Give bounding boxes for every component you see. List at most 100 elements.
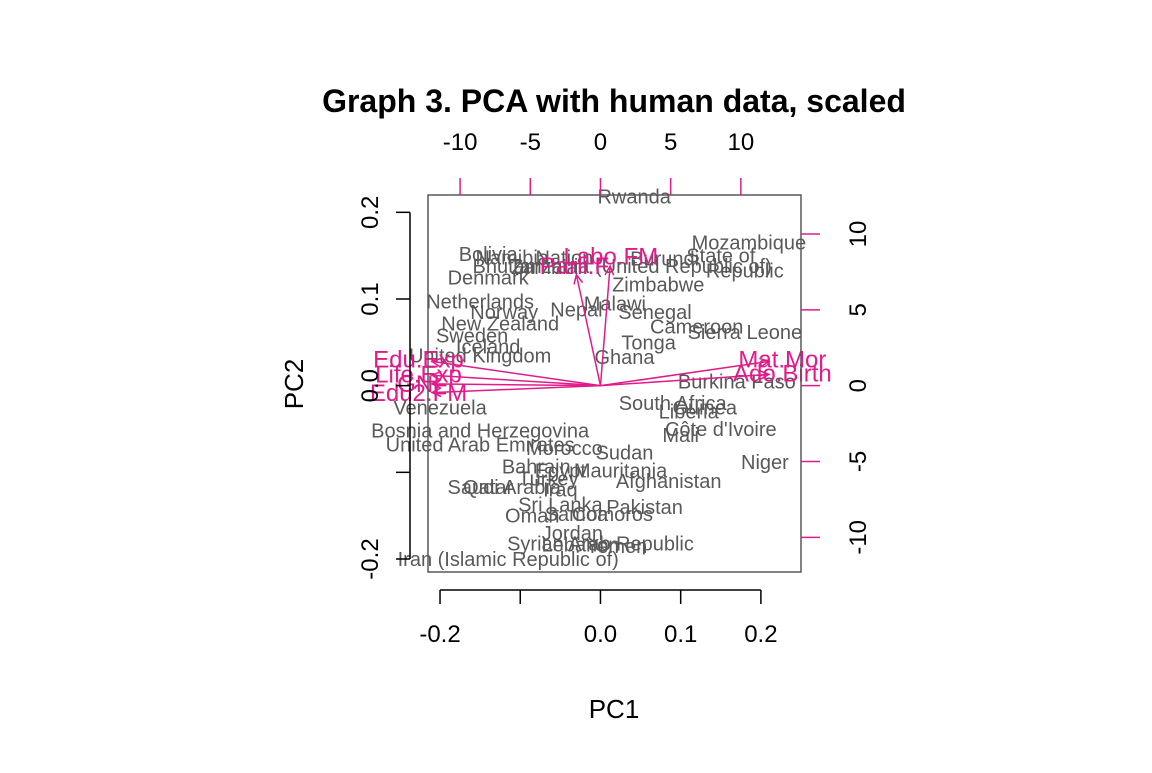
x-tick-label: -0.2 bbox=[419, 621, 460, 648]
observation-label: Netherlands bbox=[426, 292, 534, 314]
observation-label: Sierra Leone bbox=[688, 322, 803, 344]
variable-arrowhead bbox=[430, 370, 442, 381]
x-tick-label: 0.2 bbox=[744, 621, 777, 648]
observation-label: Pakistan bbox=[606, 497, 683, 519]
y-tick-label: 0.0 bbox=[357, 369, 384, 402]
observation-label: Tonga bbox=[621, 332, 676, 354]
observation-label: Oman bbox=[505, 506, 559, 528]
variable-arrow bbox=[599, 266, 611, 386]
variable-label: Labo.FM bbox=[563, 243, 658, 270]
x-tick-label: 0.1 bbox=[664, 621, 697, 648]
observation-label: New Zealand bbox=[441, 313, 559, 335]
x-tick-label: 0.0 bbox=[584, 621, 617, 648]
observation-label: Afghanistan bbox=[616, 471, 722, 493]
observation-label: Sudan bbox=[596, 442, 654, 464]
variable-arrow bbox=[575, 274, 602, 386]
observation-label: Cameroon bbox=[650, 317, 743, 339]
secondary-y-tick-label: -5 bbox=[845, 451, 872, 472]
observation-label: United Kingdom bbox=[409, 345, 551, 367]
variable-arrowhead bbox=[430, 357, 442, 368]
observation-label: Bosnia and Herzegovina bbox=[371, 421, 590, 443]
secondary-y-tick-label: -10 bbox=[845, 520, 872, 555]
observation-label: State of bbox=[686, 246, 755, 268]
observation-label: Côte d'Ivoire bbox=[665, 419, 777, 441]
observation-label: Syrian Arab Republic bbox=[507, 533, 694, 555]
observation-label: Bahrain bbox=[502, 456, 571, 478]
y-tick-label: 0.2 bbox=[357, 196, 384, 229]
observation-label: Mozambique bbox=[692, 233, 807, 255]
observation-label: Sri Lanka bbox=[518, 494, 603, 516]
y-tick-label: 0.1 bbox=[357, 282, 384, 315]
observation-label: Nepal bbox=[550, 299, 602, 321]
variable-arrowhead bbox=[759, 357, 771, 368]
variable-arrow bbox=[600, 373, 769, 387]
observation-label: Iraq bbox=[543, 480, 577, 502]
x-axis-label: PC1 bbox=[589, 694, 640, 724]
observation-label: Denmark bbox=[448, 267, 530, 289]
variable-arrowhead bbox=[604, 264, 615, 276]
observation-label: Norway bbox=[470, 302, 538, 324]
observation-label: Nation bbox=[535, 247, 593, 269]
observation-label: Samoa bbox=[545, 504, 609, 526]
variable-arrows: Labo.FMParli.FEdu.ExpLife.ExpGNIEdu2.FMM… bbox=[370, 243, 832, 407]
observation-label: Mali bbox=[662, 425, 699, 447]
secondary-y-tick-label: 10 bbox=[845, 221, 872, 248]
observation-label: Senegal bbox=[618, 302, 691, 324]
plot-frame bbox=[427, 194, 802, 573]
variable-arrow bbox=[431, 360, 601, 387]
variable-arrow bbox=[432, 383, 601, 387]
secondary-x-tick-label: 5 bbox=[664, 129, 677, 156]
observation-label: Qatar bbox=[463, 477, 513, 499]
variable-label: Ado.Birth bbox=[733, 360, 832, 387]
observation-label: Rwanda bbox=[597, 187, 671, 209]
observation-label: Jordan bbox=[542, 523, 603, 545]
observation-label: Namibia bbox=[476, 247, 550, 269]
observation-label: Burkina Faso bbox=[678, 371, 796, 393]
variable-label: Edu.Exp bbox=[373, 346, 464, 373]
observation-label: Malawi bbox=[584, 293, 646, 315]
observation-label: Iceland bbox=[456, 337, 521, 359]
observation-label: Guinea bbox=[672, 397, 737, 419]
observation-label: Comoros bbox=[572, 504, 653, 526]
chart-title: Graph 3. PCA with human data, scaled bbox=[322, 83, 906, 119]
observation-label: Niger bbox=[741, 452, 789, 474]
observation-label: Sweden bbox=[436, 325, 508, 347]
y-axis-label: PC2 bbox=[279, 359, 309, 410]
observation-label: Republic bbox=[706, 260, 784, 282]
variable-arrowhead bbox=[430, 378, 442, 390]
observation-label: Bhutan bbox=[473, 256, 536, 278]
variable-label: Parli.F bbox=[540, 253, 609, 280]
secondary-x-tick-label: -10 bbox=[443, 129, 478, 156]
variable-arrow bbox=[431, 374, 601, 387]
y-tick-label: -0.2 bbox=[357, 538, 384, 579]
observation-label: Egypt bbox=[535, 461, 587, 483]
observation-label: United Arab Emirates bbox=[386, 435, 575, 457]
observation-label: Venezuela bbox=[393, 397, 487, 419]
observation-label: Lebanon bbox=[541, 534, 619, 556]
observation-label: Morocco bbox=[526, 438, 603, 460]
axes: -0.2 0.0 0.1 0.2 -0.2 0.0 0.1 0.2 -10 -5 0 5 10 -10 -5… bbox=[357, 129, 872, 648]
variable-arrowhead bbox=[573, 273, 584, 285]
observation-label: Liberia bbox=[659, 402, 720, 424]
observation-label: Ghana bbox=[594, 347, 655, 369]
observation-label: Yemen bbox=[586, 536, 648, 558]
secondary-x-tick-label: 10 bbox=[727, 129, 754, 156]
secondary-x-tick-label: -5 bbox=[520, 129, 541, 156]
variable-label: Mat.Mor bbox=[738, 346, 826, 373]
secondary-x-tick-label: 0 bbox=[594, 129, 607, 156]
observation-label: Burundi bbox=[630, 248, 699, 270]
observation-label: Bolivia bbox=[459, 244, 519, 266]
observation-label: Mauritania bbox=[574, 461, 668, 483]
observation-label: South Africa bbox=[619, 393, 728, 415]
variable-arrowhead bbox=[430, 387, 442, 398]
secondary-y-tick-label: 0 bbox=[845, 379, 872, 392]
observation-label: Zimbabwe bbox=[612, 274, 704, 296]
variable-arrow bbox=[431, 384, 601, 394]
observation-label: Tanzania (United Republic of) bbox=[509, 256, 771, 278]
secondary-y-tick-label: 5 bbox=[845, 303, 872, 316]
observation-label: Zambia bbox=[511, 257, 579, 279]
observation-label: Saudi Arabia bbox=[447, 477, 561, 499]
